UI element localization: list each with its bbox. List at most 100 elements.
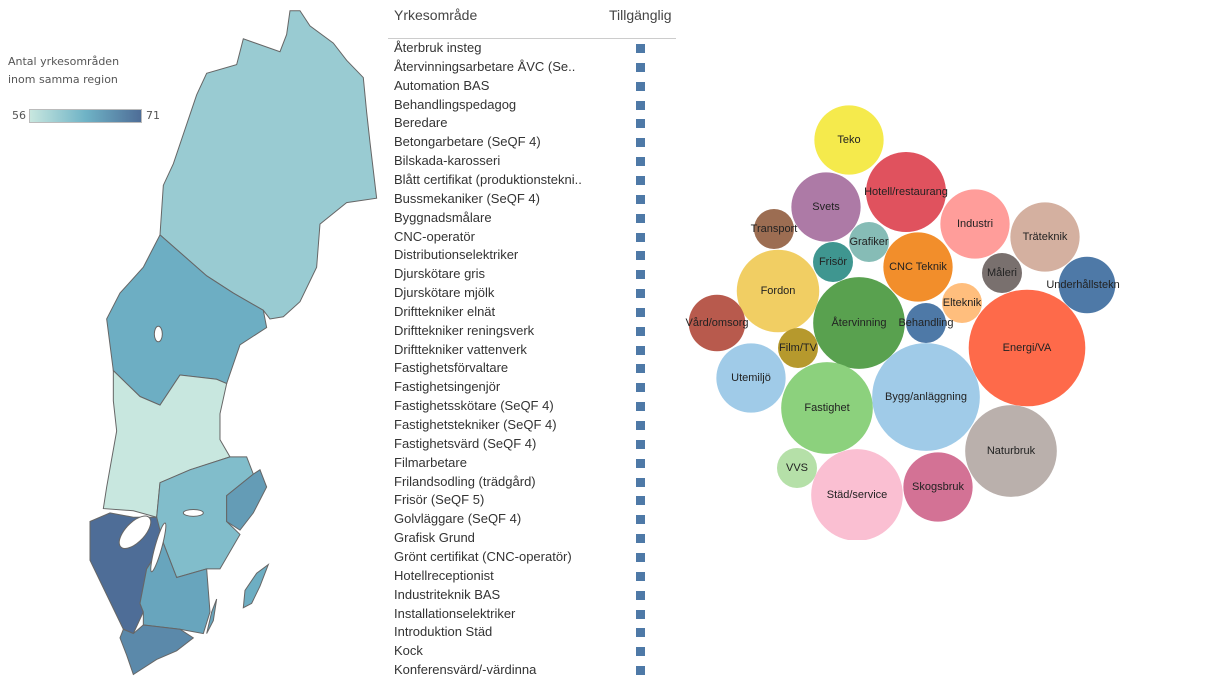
table-row[interactable]: Betongarbetare (SeQF 4) bbox=[394, 134, 674, 153]
map-region[interactable] bbox=[160, 11, 377, 319]
bubble-circle[interactable] bbox=[872, 343, 980, 451]
bubble-circle[interactable] bbox=[716, 343, 786, 413]
bubble[interactable]: Skogsbruk bbox=[903, 452, 973, 522]
bubble[interactable]: Bygg/anläggning bbox=[872, 343, 980, 451]
bubble[interactable]: Hotell/restaurang bbox=[864, 152, 948, 232]
column-header-tillganglig[interactable]: Tillgänglig bbox=[609, 7, 672, 23]
table-row[interactable]: Bussmekaniker (SeQF 4) bbox=[394, 191, 674, 210]
table-row[interactable]: Grönt certifikat (CNC-operatör) bbox=[394, 549, 674, 568]
table-row[interactable]: Beredare bbox=[394, 115, 674, 134]
bubble[interactable]: Industri bbox=[940, 189, 1010, 259]
bubble-circle[interactable] bbox=[1010, 202, 1080, 272]
bubble[interactable]: Träteknik bbox=[1010, 202, 1080, 272]
bubble[interactable]: Återvinning bbox=[813, 277, 905, 369]
table-row[interactable]: Fastighetsförvaltare bbox=[394, 360, 674, 379]
table-row[interactable]: Industriteknik BAS bbox=[394, 587, 674, 606]
table-row[interactable]: Byggnadsmålare bbox=[394, 210, 674, 229]
bubble-circle[interactable] bbox=[942, 283, 982, 323]
map-region[interactable] bbox=[243, 565, 268, 608]
bubble[interactable]: VVS bbox=[777, 448, 817, 488]
bubble-circle[interactable] bbox=[811, 449, 903, 540]
table-row[interactable]: Drifttekniker reningsverk bbox=[394, 323, 674, 342]
bubble-circle[interactable] bbox=[688, 294, 746, 352]
bubble[interactable]: Transport bbox=[751, 209, 798, 249]
bubble-circle[interactable] bbox=[1058, 256, 1116, 314]
table-row[interactable]: Fastighetsskötare (SeQF 4) bbox=[394, 398, 674, 417]
occupation-name: Fastighetstekniker (SeQF 4) bbox=[394, 417, 557, 432]
bubble[interactable]: Fastighet bbox=[781, 362, 873, 454]
bubble-circle[interactable] bbox=[778, 328, 818, 368]
bubble[interactable]: Frisör bbox=[813, 242, 853, 282]
table-row[interactable]: Fastighetsingenjör bbox=[394, 379, 674, 398]
bubble-circle[interactable] bbox=[866, 152, 946, 232]
table-row[interactable]: Fastighetsvärd (SeQF 4) bbox=[394, 436, 674, 455]
bubble-circle[interactable] bbox=[781, 362, 873, 454]
bubble[interactable]: Behandling bbox=[898, 303, 954, 343]
table-row[interactable]: Installationselektriker bbox=[394, 606, 674, 625]
table-row[interactable]: Automation BAS bbox=[394, 78, 674, 97]
available-mark bbox=[636, 439, 645, 449]
bubble-circle[interactable] bbox=[883, 232, 953, 302]
table-row[interactable]: Golvläggare (SeQF 4) bbox=[394, 511, 674, 530]
table-row[interactable]: Blått certifikat (produktionstekni.. bbox=[394, 172, 674, 191]
table-row[interactable]: Djurskötare gris bbox=[394, 266, 674, 285]
table-row[interactable]: Drifttekniker elnät bbox=[394, 304, 674, 323]
bubble-circle[interactable] bbox=[814, 105, 884, 175]
map-region-island[interactable] bbox=[207, 599, 217, 633]
bubble[interactable]: Naturbruk bbox=[965, 405, 1057, 497]
table-row[interactable]: CNC-operatör bbox=[394, 229, 674, 248]
bubble-circle[interactable] bbox=[965, 405, 1057, 497]
table-row[interactable]: Drifttekniker vattenverk bbox=[394, 342, 674, 361]
column-header-yrkesomrade[interactable]: Yrkesområde bbox=[394, 7, 478, 23]
bubble[interactable]: Vård/omsorg bbox=[686, 294, 749, 352]
table-row[interactable]: Grafisk Grund bbox=[394, 530, 674, 549]
table-row[interactable]: Hotellreceptionist bbox=[394, 568, 674, 587]
occupation-name: Grafisk Grund bbox=[394, 530, 475, 546]
table-row[interactable]: Återvinningsarbetare ÅVC (Se.. bbox=[394, 59, 674, 78]
bubble-circle[interactable] bbox=[813, 242, 853, 282]
bubble[interactable]: Teko bbox=[814, 105, 884, 175]
bubble[interactable]: Måleri bbox=[982, 253, 1022, 293]
bubble[interactable]: Grafiker bbox=[849, 222, 889, 262]
bubble[interactable]: Utemiljö bbox=[716, 343, 786, 413]
bubble-label: Måleri bbox=[987, 267, 1017, 279]
occupation-name: Filmarbetare bbox=[394, 454, 467, 470]
table-row[interactable]: Konferensvärd/-värdinna bbox=[394, 662, 674, 681]
bubble-circle[interactable] bbox=[813, 277, 905, 369]
bubble-circle[interactable] bbox=[982, 253, 1022, 293]
map-region[interactable] bbox=[227, 470, 267, 530]
table-row[interactable]: Distributionselektriker bbox=[394, 247, 674, 266]
bubble[interactable]: Underhållsteknik bbox=[1046, 256, 1120, 314]
map-region[interactable] bbox=[120, 625, 193, 675]
bubble-label: Fordon bbox=[761, 285, 796, 297]
map-region[interactable] bbox=[140, 543, 210, 634]
bubble-circle[interactable] bbox=[968, 289, 1086, 407]
bubble[interactable]: Film/TV bbox=[778, 328, 818, 368]
table-row[interactable]: Djurskötare mjölk bbox=[394, 285, 674, 304]
bubble[interactable]: Svets bbox=[791, 172, 861, 242]
table-row[interactable]: Filmarbetare bbox=[394, 455, 674, 474]
table-row[interactable]: Frilandsodling (trädgård) bbox=[394, 474, 674, 493]
table-row[interactable]: Fastighetstekniker (SeQF 4) bbox=[394, 417, 674, 436]
bubble-circle[interactable] bbox=[940, 189, 1010, 259]
table-row[interactable]: Kock bbox=[394, 643, 674, 662]
bubble-circle[interactable] bbox=[906, 303, 946, 343]
bubble[interactable]: CNC Teknik bbox=[883, 232, 953, 302]
bubble-circle[interactable] bbox=[754, 209, 794, 249]
table-row[interactable]: Introduktion Städ bbox=[394, 624, 674, 643]
table-row[interactable]: Återbruk insteg bbox=[394, 40, 674, 59]
table-row[interactable]: Behandlingspedagog bbox=[394, 97, 674, 116]
bubble-circle[interactable] bbox=[736, 249, 820, 333]
table-row[interactable]: Frisör (SeQF 5) bbox=[394, 492, 674, 511]
bubble[interactable]: Städ/service bbox=[811, 449, 903, 540]
table-row[interactable]: Bilskada-karosseri bbox=[394, 153, 674, 172]
bubble-circle[interactable] bbox=[849, 222, 889, 262]
bubble-circle[interactable] bbox=[791, 172, 861, 242]
available-mark bbox=[636, 402, 645, 412]
bubble-circle[interactable] bbox=[777, 448, 817, 488]
bubble[interactable]: Elteknik bbox=[942, 283, 982, 323]
bubble[interactable]: Fordon bbox=[736, 249, 820, 333]
lake bbox=[154, 326, 162, 342]
bubble-circle[interactable] bbox=[903, 452, 973, 522]
bubble[interactable]: Energi/VA bbox=[968, 289, 1086, 407]
